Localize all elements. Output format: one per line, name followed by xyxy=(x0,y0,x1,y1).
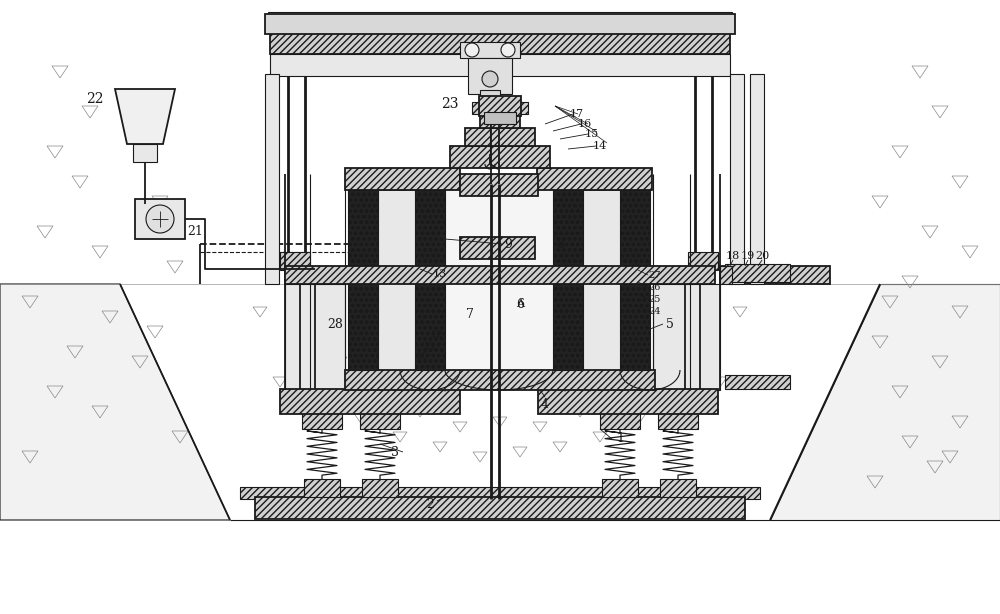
Bar xyxy=(553,190,583,370)
Bar xyxy=(725,264,790,282)
Bar xyxy=(688,252,718,270)
Text: 4: 4 xyxy=(541,397,549,411)
Bar xyxy=(255,497,745,519)
Text: 20: 20 xyxy=(755,251,769,261)
Polygon shape xyxy=(653,284,720,390)
Bar xyxy=(620,190,650,370)
Bar xyxy=(465,128,535,146)
Bar xyxy=(460,42,520,58)
Bar xyxy=(378,190,415,370)
Bar xyxy=(602,479,638,497)
Bar xyxy=(268,12,732,26)
Text: 22: 22 xyxy=(86,92,104,106)
Text: 3: 3 xyxy=(391,446,399,459)
Polygon shape xyxy=(285,284,345,390)
Bar xyxy=(450,146,550,168)
Text: 10: 10 xyxy=(416,351,428,360)
Bar xyxy=(302,411,342,429)
Text: 16: 16 xyxy=(578,119,592,129)
Polygon shape xyxy=(0,284,230,520)
Bar xyxy=(484,112,516,124)
Circle shape xyxy=(501,43,515,57)
Bar xyxy=(537,168,652,190)
Bar xyxy=(658,411,698,429)
Bar xyxy=(660,479,696,497)
Text: 17: 17 xyxy=(570,109,584,119)
Bar xyxy=(304,479,340,497)
Text: 6: 6 xyxy=(516,298,524,311)
Bar xyxy=(265,74,279,284)
Bar xyxy=(720,266,830,284)
Bar xyxy=(348,190,378,370)
Bar xyxy=(265,14,735,34)
Bar xyxy=(538,389,718,414)
Text: 23: 23 xyxy=(441,97,459,111)
Bar xyxy=(472,102,528,114)
Bar xyxy=(345,370,655,390)
Bar xyxy=(280,252,310,270)
Bar xyxy=(730,74,744,284)
Circle shape xyxy=(482,71,498,87)
Text: 24: 24 xyxy=(649,306,661,316)
Bar xyxy=(460,237,535,259)
Bar xyxy=(583,190,620,370)
Bar xyxy=(360,411,400,429)
Bar xyxy=(480,113,520,128)
Bar xyxy=(133,144,157,162)
Bar xyxy=(468,58,512,94)
Text: 11: 11 xyxy=(424,341,436,351)
Text: 5: 5 xyxy=(666,317,674,330)
Polygon shape xyxy=(115,89,175,144)
Bar xyxy=(600,411,640,429)
Bar xyxy=(135,199,185,239)
Text: 18: 18 xyxy=(726,251,740,261)
Text: 14: 14 xyxy=(593,141,607,151)
Bar xyxy=(725,375,790,389)
Polygon shape xyxy=(770,284,1000,520)
Circle shape xyxy=(465,43,479,57)
Text: 2: 2 xyxy=(426,497,434,510)
Text: 19: 19 xyxy=(741,251,755,261)
Bar xyxy=(270,54,730,76)
Text: 25: 25 xyxy=(649,295,661,303)
Text: A: A xyxy=(516,299,524,309)
Bar xyxy=(240,487,760,499)
Bar xyxy=(285,266,715,284)
Bar xyxy=(280,389,460,414)
Bar xyxy=(750,74,764,284)
Bar xyxy=(445,190,553,370)
Bar xyxy=(480,90,500,104)
Bar xyxy=(415,190,445,370)
Text: 28: 28 xyxy=(327,317,343,330)
Bar xyxy=(460,174,538,196)
Text: 15: 15 xyxy=(585,129,599,139)
Text: 8: 8 xyxy=(556,238,564,251)
Bar xyxy=(720,266,732,284)
Text: 21: 21 xyxy=(187,225,203,238)
Circle shape xyxy=(146,205,174,233)
Bar xyxy=(345,168,460,190)
Text: 27: 27 xyxy=(649,271,661,279)
Bar xyxy=(362,479,398,497)
Text: 13: 13 xyxy=(433,269,447,279)
Bar xyxy=(270,26,730,54)
Text: 9: 9 xyxy=(504,238,512,251)
Text: 7: 7 xyxy=(466,308,474,321)
Text: 1: 1 xyxy=(616,432,624,446)
Text: 26: 26 xyxy=(649,282,661,292)
Bar xyxy=(479,96,521,116)
Text: 12: 12 xyxy=(431,330,443,338)
